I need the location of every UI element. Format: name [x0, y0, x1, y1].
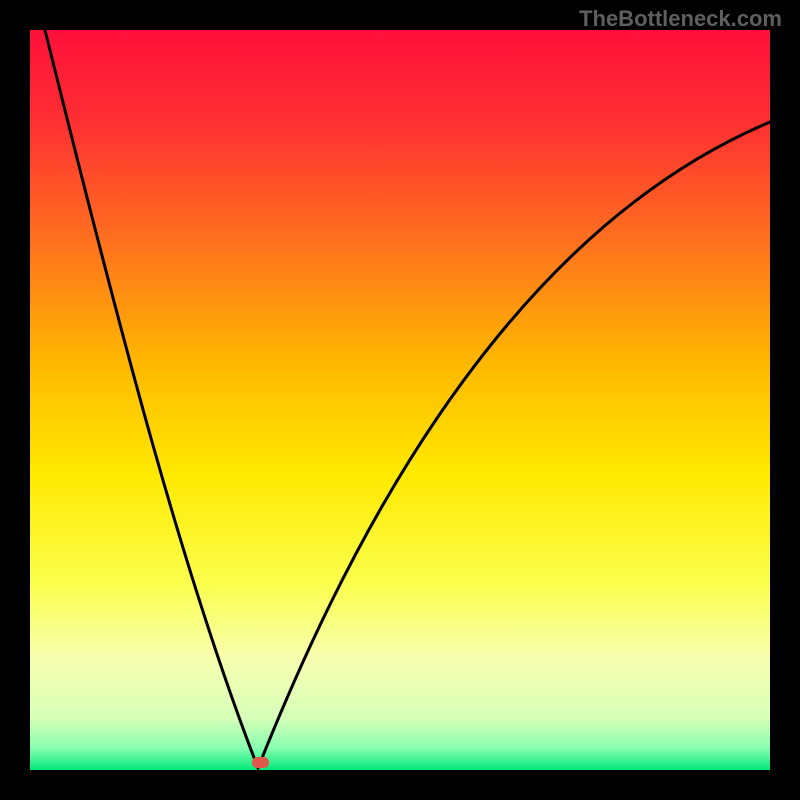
chart-container: TheBottleneck.com	[0, 0, 800, 800]
watermark-text: TheBottleneck.com	[579, 6, 782, 32]
bottleneck-chart	[0, 0, 800, 800]
optimal-point-marker	[252, 757, 269, 768]
